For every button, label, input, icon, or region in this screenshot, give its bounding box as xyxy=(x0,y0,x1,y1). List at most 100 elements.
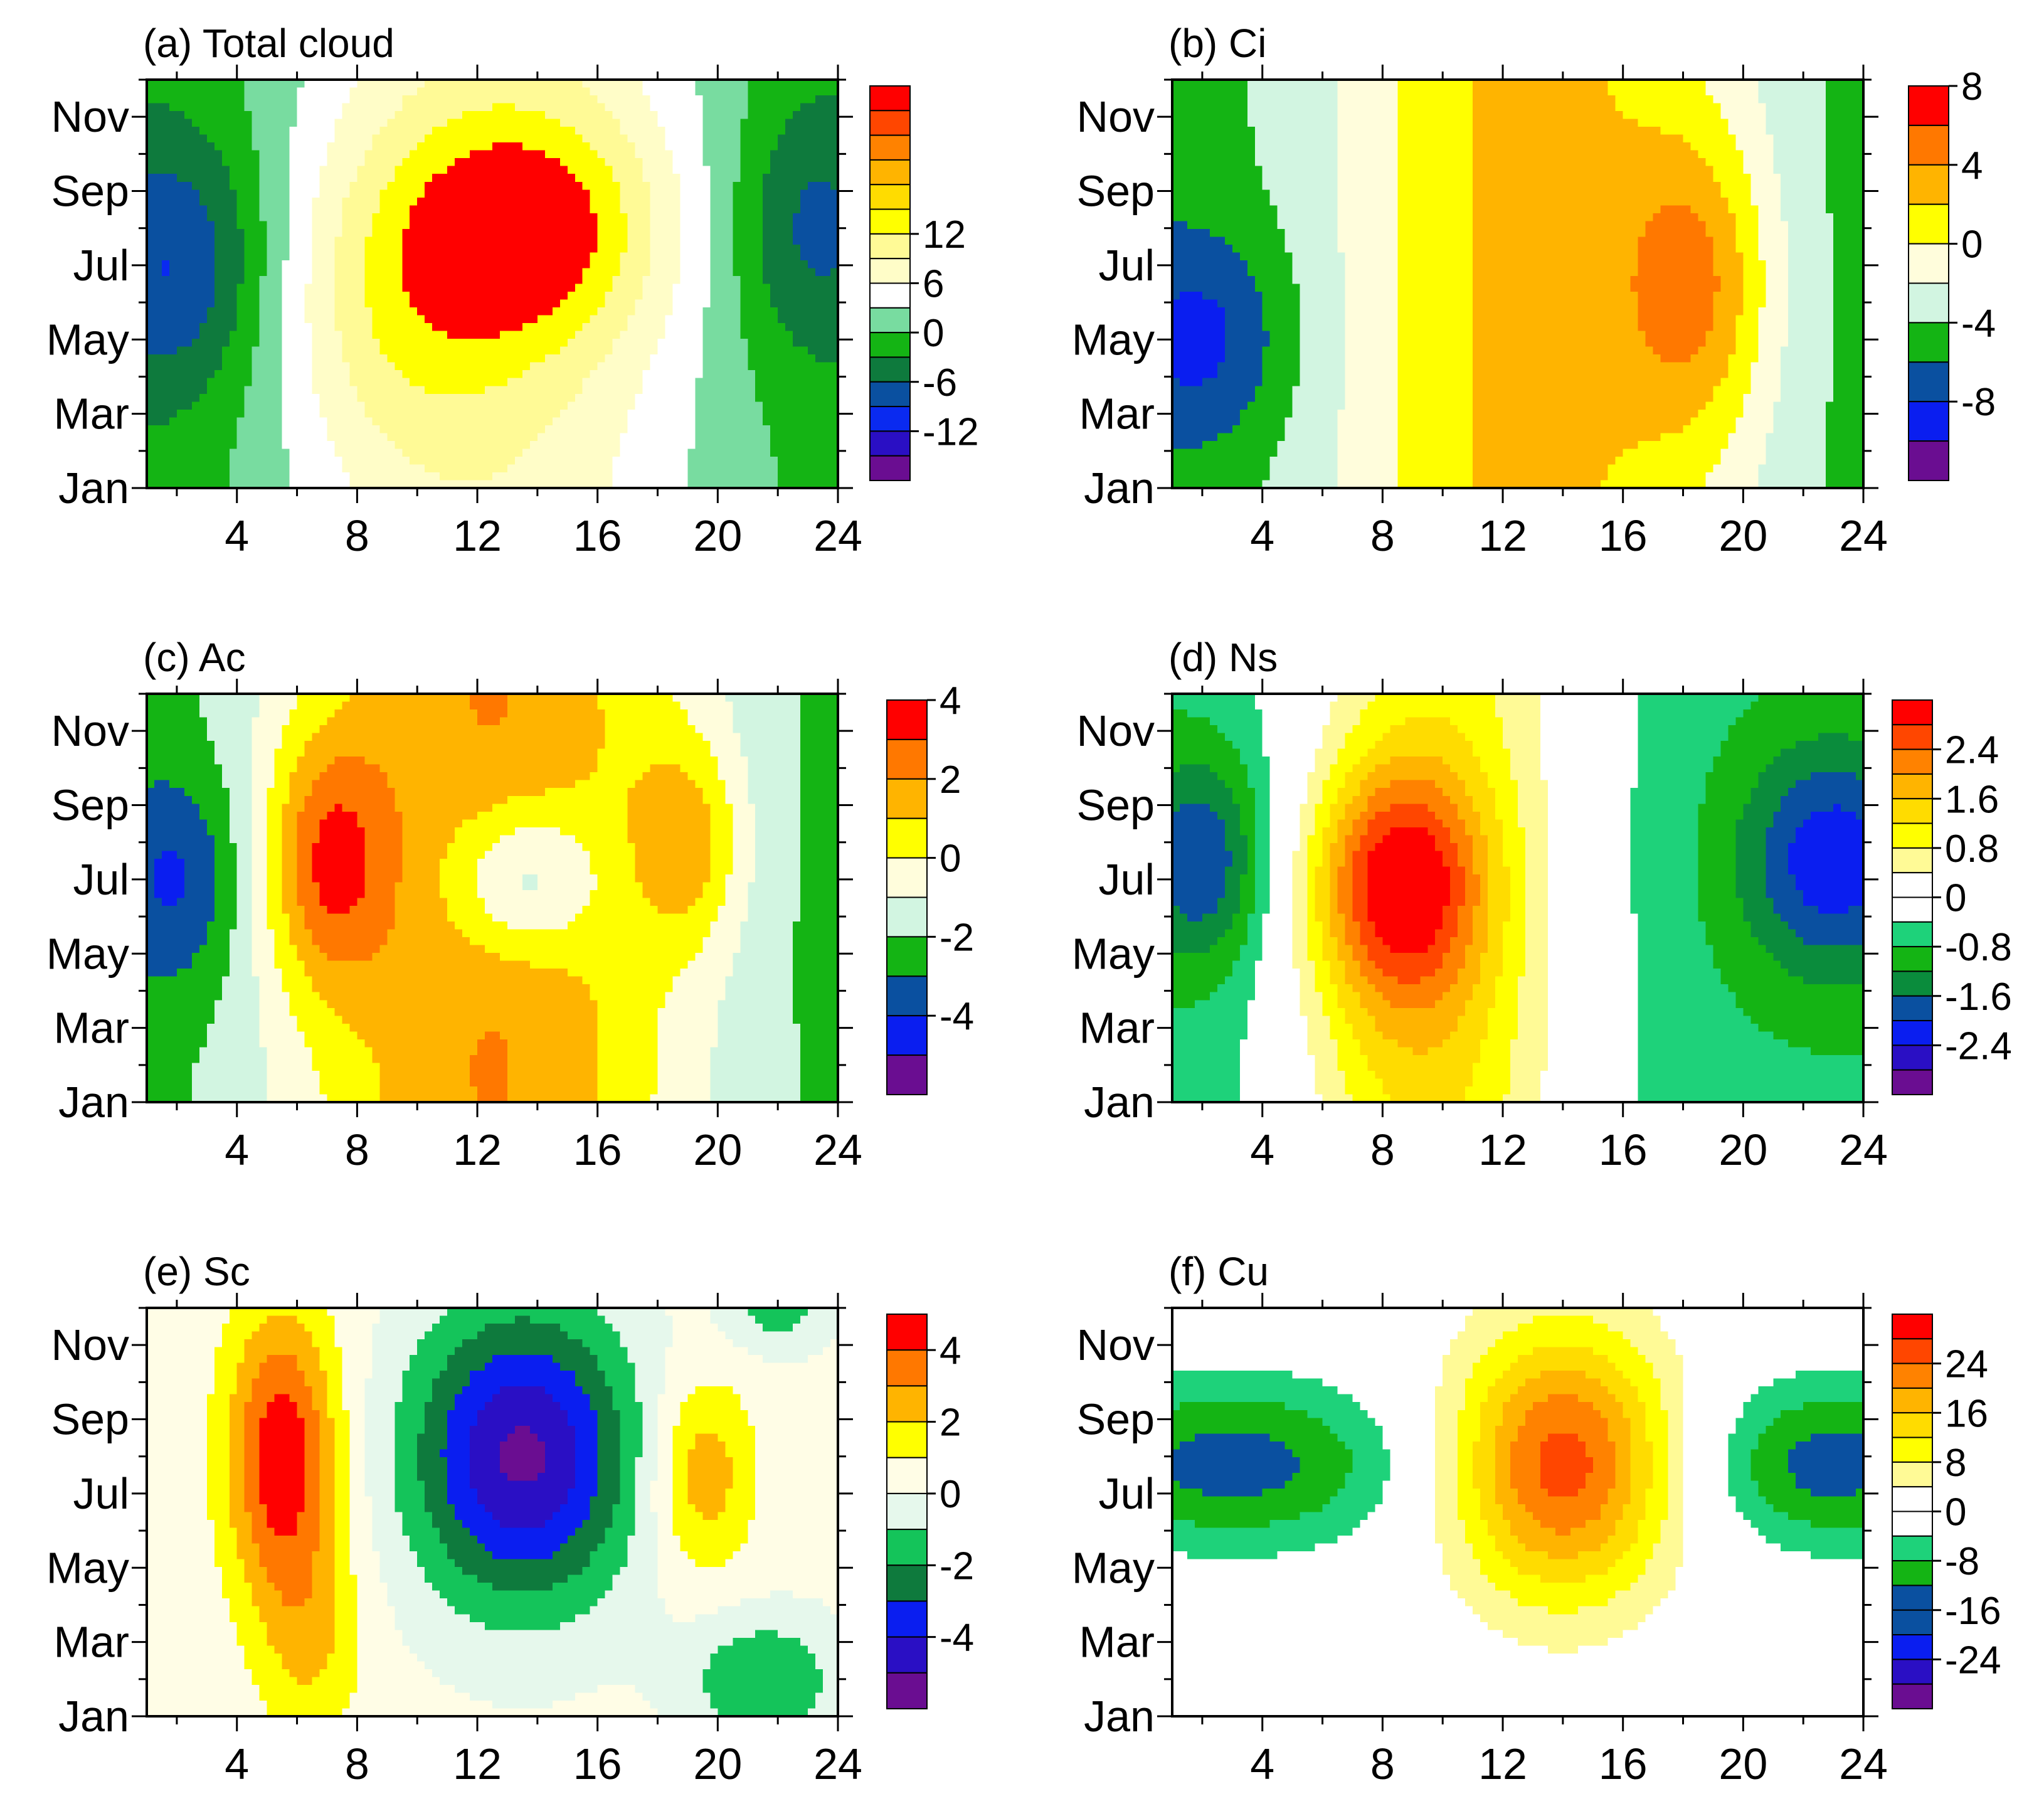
heatmap-cell xyxy=(702,425,711,433)
heatmap-cell xyxy=(627,362,636,371)
heatmap-cell xyxy=(552,393,561,402)
heatmap-cell xyxy=(597,205,606,214)
heatmap-cell xyxy=(236,103,245,112)
heatmap-cell xyxy=(514,449,523,457)
heatmap-cell xyxy=(537,142,546,151)
heatmap-cell xyxy=(815,409,823,418)
heatmap-cell xyxy=(718,370,726,379)
heatmap-cell xyxy=(778,150,786,159)
heatmap-cell xyxy=(221,95,230,104)
heatmap-cell xyxy=(229,119,238,127)
heatmap-cell xyxy=(552,181,561,190)
heatmap-cell xyxy=(635,221,643,230)
heatmap-cell xyxy=(793,370,801,379)
heatmap-cell xyxy=(214,174,223,183)
heatmap-cell xyxy=(236,401,245,410)
heatmap-cell xyxy=(372,236,380,245)
heatmap-cell xyxy=(605,339,613,348)
heatmap-cell xyxy=(199,142,208,151)
heatmap-cell xyxy=(710,275,718,285)
heatmap-cell xyxy=(830,221,839,230)
heatmap-cell xyxy=(432,189,440,198)
heatmap-cell xyxy=(733,386,741,395)
heatmap-cell xyxy=(785,284,793,292)
heatmap-cell xyxy=(319,315,328,324)
heatmap-cell xyxy=(1172,299,1180,308)
heatmap-cell xyxy=(718,142,726,151)
heatmap-cell xyxy=(499,268,508,277)
heatmap-cell xyxy=(612,393,621,402)
heatmap-cell xyxy=(274,127,283,135)
heatmap-cell xyxy=(725,252,733,261)
heatmap-cell xyxy=(176,213,185,221)
heatmap-cell xyxy=(395,119,403,127)
heatmap-cell xyxy=(395,370,403,379)
heatmap-cell xyxy=(642,228,651,237)
heatmap-cell xyxy=(1179,80,1188,88)
heatmap-cell xyxy=(387,440,395,449)
heatmap-cell xyxy=(785,103,793,112)
heatmap-cell xyxy=(462,228,470,237)
heatmap-cell xyxy=(417,275,425,285)
heatmap-cell xyxy=(808,346,816,355)
heatmap-cell xyxy=(665,252,674,261)
heatmap-cell xyxy=(387,127,395,135)
heatmap-cell xyxy=(410,401,418,410)
heatmap-cell xyxy=(297,323,305,332)
heatmap-cell xyxy=(657,331,666,339)
heatmap-cell xyxy=(199,244,208,253)
heatmap-cell xyxy=(289,354,298,363)
heatmap-cell xyxy=(402,119,410,127)
heatmap-cell xyxy=(327,440,336,449)
heatmap-cell xyxy=(214,331,223,339)
heatmap-cell xyxy=(1172,323,1180,332)
heatmap-cell xyxy=(455,181,463,190)
heatmap-cell xyxy=(755,480,763,489)
heatmap-cell xyxy=(718,80,726,88)
heatmap-cell xyxy=(169,354,177,363)
heatmap-cell xyxy=(206,275,215,285)
heatmap-cell xyxy=(499,354,508,363)
heatmap-cell xyxy=(740,134,748,143)
heatmap-cell xyxy=(470,158,478,167)
heatmap-cell xyxy=(492,362,500,371)
heatmap-cell xyxy=(710,228,718,237)
heatmap-cell xyxy=(492,95,500,104)
heatmap-cell xyxy=(785,166,793,174)
heatmap-cell xyxy=(244,166,253,174)
heatmap-cell xyxy=(349,393,357,402)
heatmap-cell xyxy=(229,370,238,379)
heatmap-cell xyxy=(748,386,756,395)
heatmap-cell xyxy=(289,401,298,410)
heatmap-cell xyxy=(417,181,425,190)
heatmap-cell xyxy=(748,103,756,112)
heatmap-cell xyxy=(680,127,689,135)
heatmap-cell xyxy=(650,119,659,127)
heatmap-cell xyxy=(1179,95,1188,104)
heatmap-cell xyxy=(1187,119,1195,127)
heatmap-cell xyxy=(605,213,613,221)
heatmap-cell xyxy=(552,244,561,253)
heatmap-cell xyxy=(199,228,208,237)
heatmap-cell xyxy=(485,221,493,230)
heatmap-cell xyxy=(267,393,275,402)
heatmap-cell xyxy=(252,150,260,159)
heatmap-cell xyxy=(642,119,651,127)
heatmap-cell xyxy=(702,197,711,206)
heatmap-cell xyxy=(274,244,283,253)
heatmap-cell xyxy=(364,307,373,316)
heatmap-cell xyxy=(1179,339,1188,348)
heatmap-cell xyxy=(755,197,763,206)
heatmap-cell xyxy=(221,197,230,206)
heatmap-cell xyxy=(432,425,440,433)
heatmap-cell xyxy=(199,417,208,426)
heatmap-cell xyxy=(695,307,703,316)
heatmap-cell xyxy=(387,142,395,151)
heatmap-cell xyxy=(808,158,816,167)
heatmap-cell xyxy=(544,119,553,127)
heatmap-cell xyxy=(191,228,200,237)
heatmap-cell xyxy=(740,213,748,221)
heatmap-cell xyxy=(410,244,418,253)
heatmap-cell xyxy=(612,111,621,120)
heatmap-cell xyxy=(702,244,711,253)
